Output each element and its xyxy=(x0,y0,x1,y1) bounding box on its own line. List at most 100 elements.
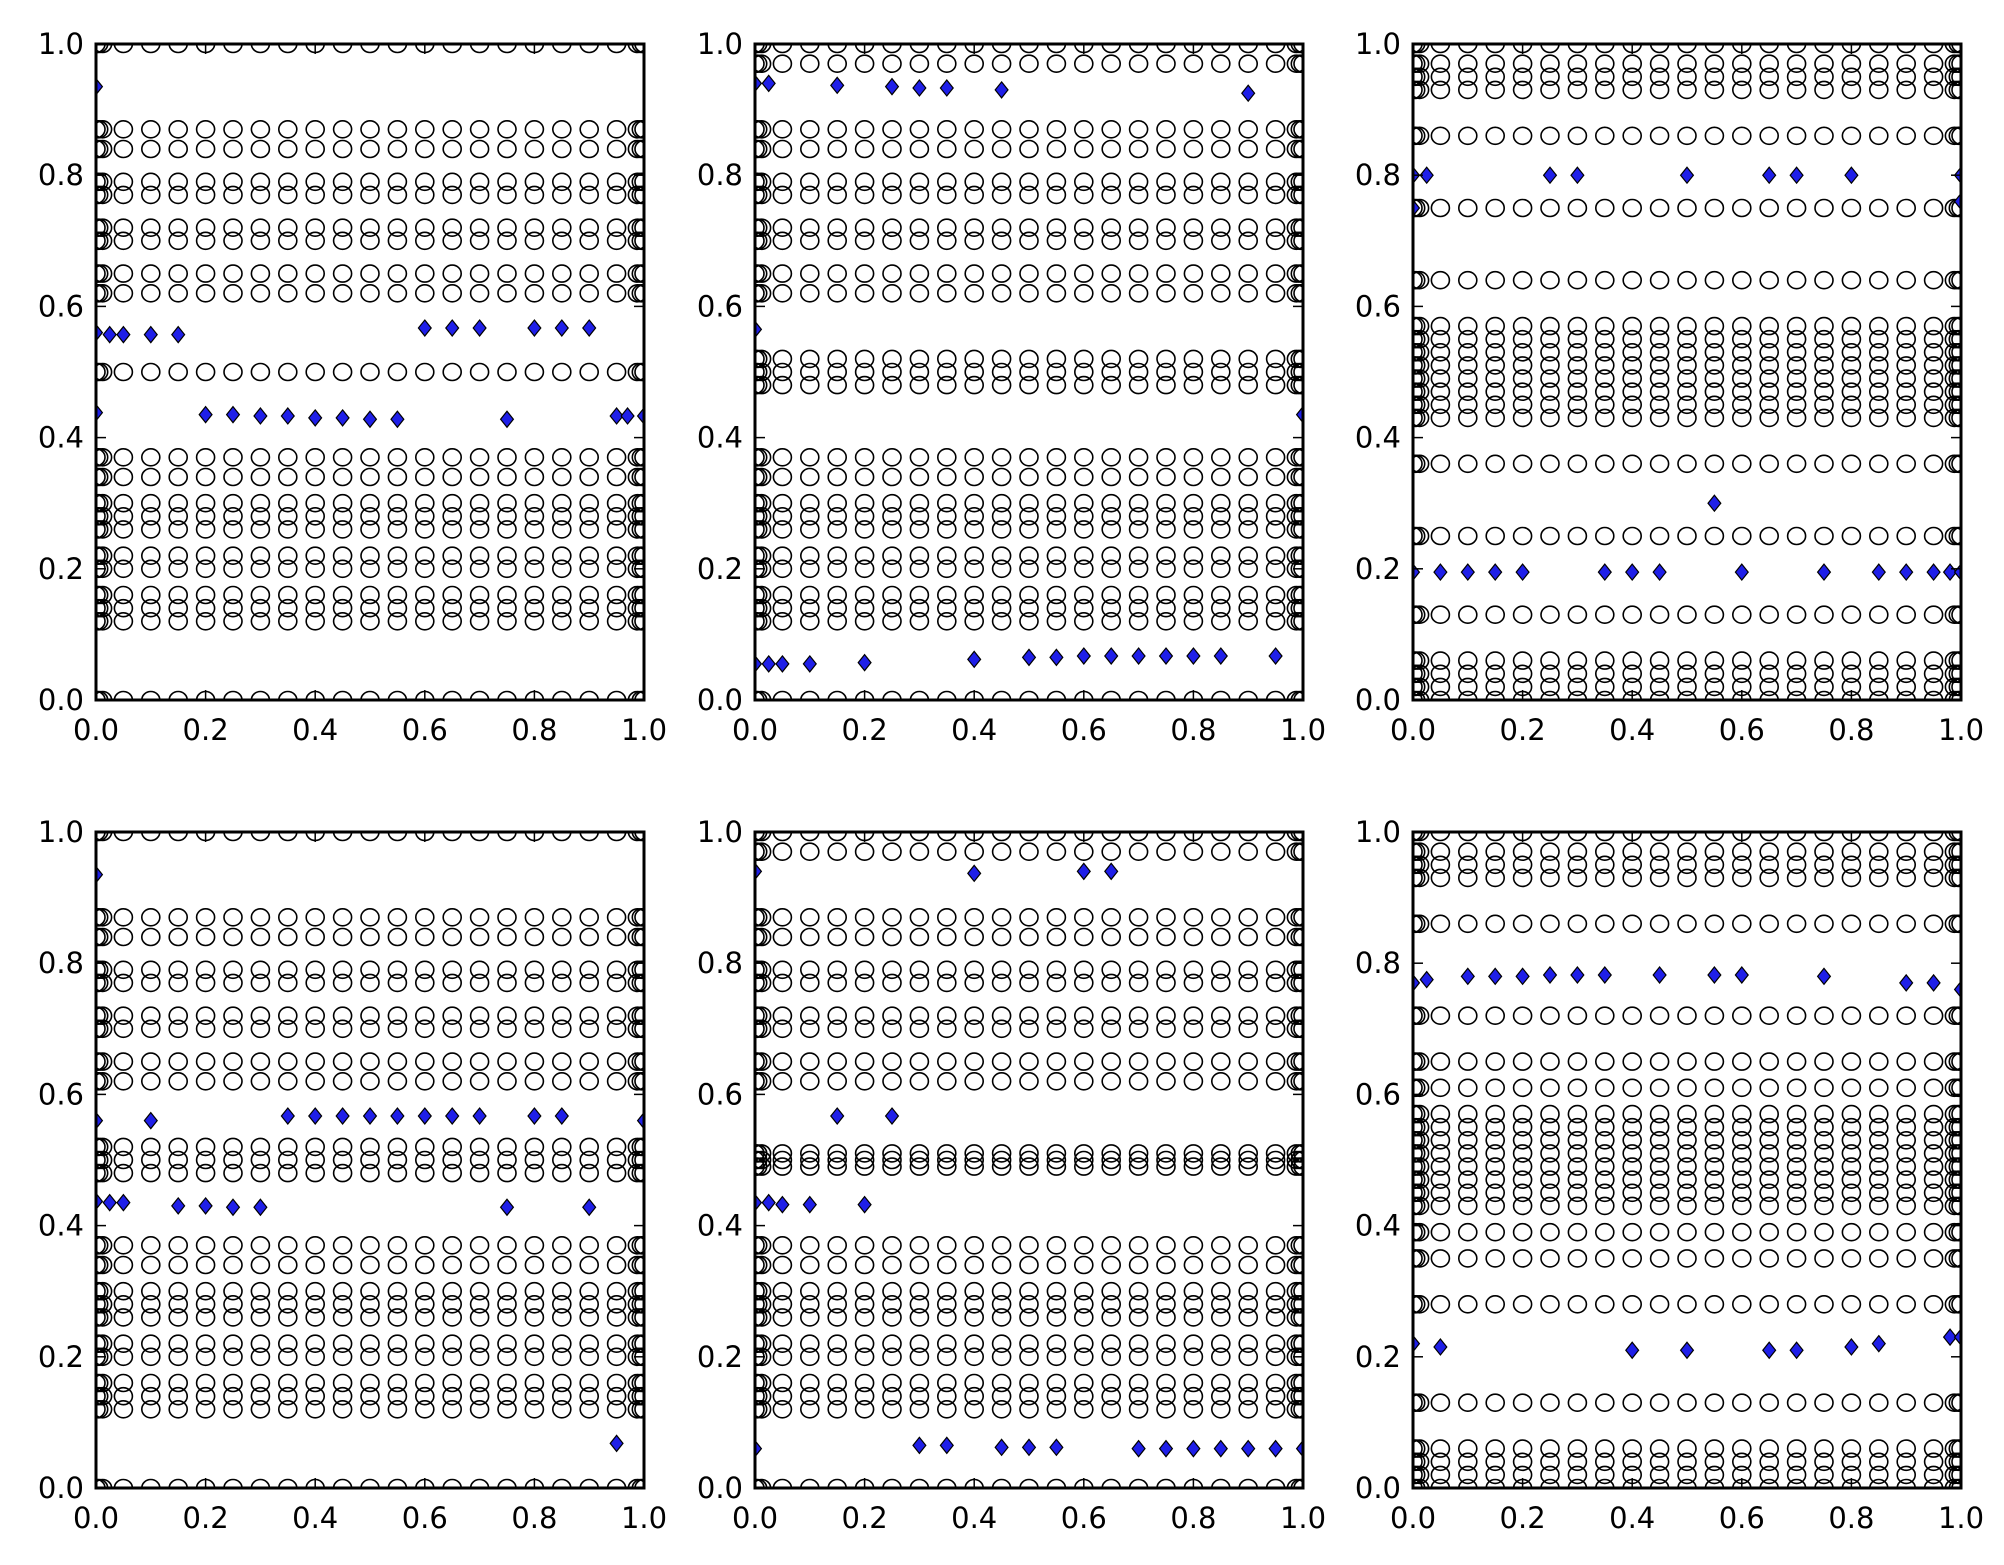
circle-marker xyxy=(1896,1452,1916,1472)
circle-marker xyxy=(332,1019,353,1039)
circle-marker xyxy=(1485,1052,1505,1071)
circle-marker xyxy=(1074,1281,1094,1301)
circle-marker xyxy=(442,1281,463,1301)
x-tick-label: 0.8 xyxy=(1170,1501,1216,1535)
circle-marker xyxy=(96,231,106,251)
circle-marker xyxy=(277,506,298,526)
circle-marker xyxy=(964,1255,985,1275)
circle-marker xyxy=(1046,546,1067,566)
circle-marker xyxy=(497,611,517,631)
circle-marker xyxy=(1156,1386,1176,1406)
circle-marker xyxy=(936,1236,957,1255)
circle-marker xyxy=(1238,1236,1258,1255)
circle-marker xyxy=(113,283,134,303)
circle-marker xyxy=(1101,1150,1121,1170)
circle-marker xyxy=(1293,1295,1303,1314)
circle-marker xyxy=(332,467,353,487)
circle-marker xyxy=(909,493,930,513)
circle-marker xyxy=(936,585,957,605)
circle-marker xyxy=(113,1281,134,1301)
circle-marker xyxy=(1896,382,1916,402)
circle-marker xyxy=(96,1255,113,1275)
circle-marker xyxy=(469,1478,490,1488)
circle-marker xyxy=(1458,395,1478,415)
circle-marker xyxy=(1290,1334,1303,1353)
circle-marker xyxy=(1211,690,1231,700)
diamond-marker xyxy=(1131,1439,1146,1458)
circle-marker xyxy=(96,120,113,139)
circle-marker xyxy=(964,264,985,283)
circle-marker xyxy=(631,927,644,947)
circle-marker xyxy=(1430,1222,1451,1242)
circle-marker xyxy=(1183,960,1204,980)
circle-marker xyxy=(1293,1019,1303,1039)
circle-marker xyxy=(1677,677,1697,697)
circle-marker xyxy=(1704,605,1725,625)
circle-marker xyxy=(909,1478,930,1488)
circle-marker xyxy=(1595,1157,1615,1176)
circle-marker xyxy=(854,546,875,566)
circle-marker xyxy=(827,493,848,513)
circle-marker xyxy=(442,690,462,700)
circle-marker xyxy=(277,611,298,631)
circle-marker xyxy=(469,172,490,192)
circle-marker xyxy=(469,1137,490,1157)
circle-marker xyxy=(909,120,930,139)
circle-marker xyxy=(1869,526,1889,546)
circle-marker xyxy=(524,973,545,993)
circle-marker xyxy=(854,1052,875,1071)
circle-marker xyxy=(1649,80,1670,100)
circle-marker xyxy=(1458,605,1478,625)
circle-marker xyxy=(631,264,644,283)
circle-marker xyxy=(360,1006,380,1026)
plot-area xyxy=(755,44,1303,700)
circle-marker xyxy=(827,1478,847,1488)
circle-marker xyxy=(1732,1144,1752,1163)
circle-marker xyxy=(1074,927,1094,947)
circle-marker xyxy=(414,546,435,566)
circle-marker xyxy=(1677,44,1697,54)
circle-marker xyxy=(195,362,216,382)
circle-marker xyxy=(113,1137,134,1157)
circle-marker xyxy=(634,1236,644,1255)
circle-marker xyxy=(168,1308,188,1327)
circle-marker xyxy=(113,598,134,618)
circle-marker xyxy=(799,585,820,605)
circle-marker xyxy=(497,1006,517,1026)
circle-marker xyxy=(552,690,572,700)
circle-marker xyxy=(551,973,572,993)
circle-marker xyxy=(469,1334,490,1353)
circle-marker xyxy=(1019,375,1039,395)
circle-marker xyxy=(631,231,644,251)
circle-marker xyxy=(1540,1078,1560,1098)
circle-marker xyxy=(96,44,113,54)
circle-marker xyxy=(1595,1006,1615,1026)
circle-marker xyxy=(827,218,848,237)
circle-marker xyxy=(1869,1157,1889,1176)
circle-marker xyxy=(1458,54,1478,74)
circle-marker xyxy=(96,284,113,303)
circle-marker xyxy=(195,907,216,927)
circle-marker xyxy=(936,120,957,139)
circle-marker xyxy=(414,1255,435,1275)
circle-marker xyxy=(799,973,820,993)
circle-marker xyxy=(964,54,985,74)
circle-marker xyxy=(1101,611,1121,631)
circle-marker xyxy=(387,973,408,993)
circle-marker xyxy=(1128,1347,1149,1367)
circle-marker xyxy=(1128,185,1149,205)
circle-marker xyxy=(1814,1452,1834,1472)
circle-marker xyxy=(1293,960,1303,980)
circle-marker xyxy=(827,375,848,395)
circle-marker xyxy=(1156,349,1176,369)
circle-marker xyxy=(1211,349,1231,369)
circle-marker xyxy=(250,559,271,579)
circle-marker xyxy=(141,283,161,303)
circle-marker xyxy=(1238,44,1258,54)
circle-marker xyxy=(332,907,353,927)
circle-marker xyxy=(1622,1104,1642,1124)
circle-marker xyxy=(882,973,902,993)
circle-marker xyxy=(1677,651,1697,670)
circle-marker xyxy=(1128,973,1149,993)
circle-marker xyxy=(1704,1196,1725,1216)
